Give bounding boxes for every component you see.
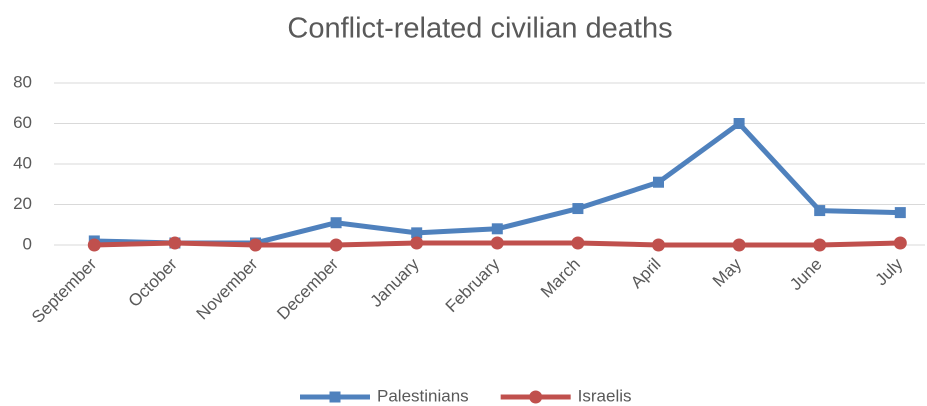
legend-marker [529, 390, 543, 404]
y-tick-label: 40 [13, 153, 32, 172]
marker [491, 223, 503, 235]
x-tick-label: April [627, 255, 664, 292]
x-tick-label: March [537, 255, 584, 302]
marker [330, 217, 342, 229]
marker [652, 238, 665, 252]
x-tick-label: October [125, 254, 181, 310]
marker [249, 238, 262, 252]
marker [893, 236, 907, 250]
marker [411, 227, 423, 239]
marker [813, 238, 827, 252]
x-tick-label: November [193, 254, 262, 323]
legend-label: Israelis [578, 386, 632, 405]
x-tick-label: July [871, 254, 906, 289]
legend-label: Palestinians [377, 386, 469, 405]
y-tick-label: 80 [13, 72, 32, 91]
marker [168, 236, 182, 250]
x-tick-label: September [28, 254, 100, 326]
x-tick-label: February [442, 254, 504, 316]
marker [329, 238, 343, 252]
marker [814, 205, 826, 217]
marker [732, 238, 746, 252]
y-tick-label: 0 [23, 234, 32, 253]
y-tick-label: 60 [13, 113, 32, 132]
marker [87, 238, 101, 252]
marker [894, 207, 906, 219]
x-tick-label: June [786, 255, 826, 295]
legend-marker [329, 391, 341, 403]
marker [490, 236, 504, 250]
marker [410, 236, 424, 250]
y-tick-label: 20 [13, 194, 32, 213]
x-tick-label: December [273, 254, 342, 323]
marker [653, 176, 664, 188]
marker [571, 236, 585, 250]
x-tick-label: January [366, 254, 423, 311]
marker [733, 118, 745, 129]
chart-title: Conflict-related civilian deaths [287, 13, 672, 45]
marker [572, 203, 584, 215]
x-tick-label: May [709, 254, 745, 290]
